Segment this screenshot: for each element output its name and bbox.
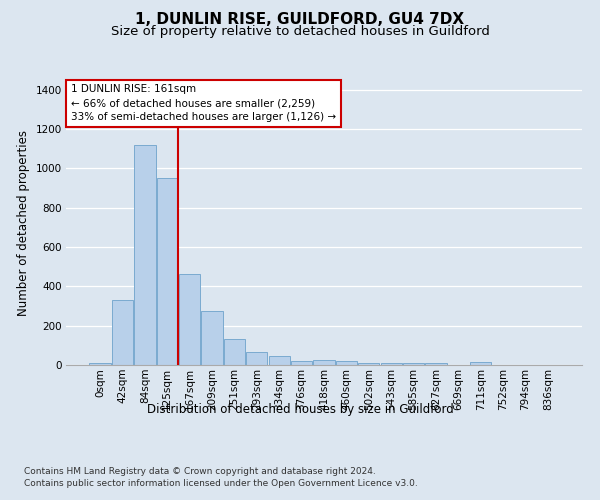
Bar <box>89 363 111 365</box>
Bar <box>269 356 290 365</box>
Bar <box>358 363 379 365</box>
Bar <box>380 363 402 365</box>
Bar <box>425 364 446 365</box>
Bar <box>313 360 335 365</box>
Bar <box>202 311 223 365</box>
Bar <box>134 145 155 365</box>
Bar <box>112 300 133 365</box>
Bar <box>246 352 268 365</box>
Bar <box>470 362 491 365</box>
Text: Contains HM Land Registry data © Crown copyright and database right 2024.: Contains HM Land Registry data © Crown c… <box>24 468 376 476</box>
Bar <box>157 178 178 365</box>
Text: Distribution of detached houses by size in Guildford: Distribution of detached houses by size … <box>146 402 454 415</box>
Bar <box>291 361 312 365</box>
Text: 1, DUNLIN RISE, GUILDFORD, GU4 7DX: 1, DUNLIN RISE, GUILDFORD, GU4 7DX <box>136 12 464 28</box>
Bar <box>403 364 424 365</box>
Bar <box>224 340 245 365</box>
Text: Contains public sector information licensed under the Open Government Licence v3: Contains public sector information licen… <box>24 478 418 488</box>
Text: 1 DUNLIN RISE: 161sqm
← 66% of detached houses are smaller (2,259)
33% of semi-d: 1 DUNLIN RISE: 161sqm ← 66% of detached … <box>71 84 336 122</box>
Text: Size of property relative to detached houses in Guildford: Size of property relative to detached ho… <box>110 25 490 38</box>
Bar <box>336 360 357 365</box>
Y-axis label: Number of detached properties: Number of detached properties <box>17 130 30 316</box>
Bar <box>179 274 200 365</box>
